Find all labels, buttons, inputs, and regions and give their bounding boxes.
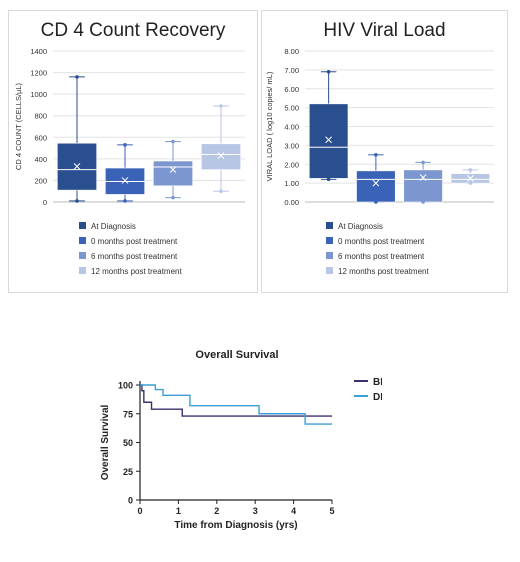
x-tick-label: 5 — [329, 506, 334, 516]
box-outlier-point — [374, 153, 378, 157]
y-tick-label: 0 — [128, 496, 133, 506]
box-outlier-point — [326, 177, 331, 182]
box-mean-marker — [169, 166, 177, 173]
y-tick-label: 75 — [123, 409, 133, 419]
legend-swatch — [79, 237, 86, 244]
y-tick-label: 800 — [34, 112, 47, 121]
y-axis-label: Overall Survival — [100, 404, 111, 480]
y-tick-label: 5.00 — [284, 104, 299, 113]
y-tick-label: 0 — [43, 198, 47, 207]
y-tick-label: 1.00 — [284, 179, 299, 188]
y-tick-label: 4.00 — [284, 123, 299, 132]
box-outlier-point — [468, 168, 473, 172]
survival-chart: Overall Survival 0 25 50 75 100 0 1 2 3 4 5 Time fro… — [100, 349, 382, 531]
box-mean-marker — [217, 152, 225, 159]
y-tick-label: 25 — [123, 467, 133, 477]
box-outlier-point — [75, 199, 79, 203]
legend-label: BL — [373, 377, 382, 388]
box-outlier-point — [219, 189, 223, 194]
box-outlier-point — [171, 139, 175, 144]
x-tick-label: 1 — [176, 506, 181, 516]
box-outlier-point — [468, 181, 473, 185]
box-outlier-point — [374, 200, 378, 204]
cd4-chart: 0 200 400 600 800 1000 1200 1400 CD 4 COUNT (CEL… — [14, 47, 245, 276]
box-outlier-point — [421, 200, 425, 204]
y-tick-label: 8.00 — [284, 47, 299, 56]
legend-swatch — [326, 252, 333, 259]
legend-label: 6 months post treatment — [338, 252, 425, 261]
box-outlier-point — [219, 104, 223, 108]
x-axis-label: Time from Diagnosis (yrs) — [174, 520, 297, 531]
y-tick-label: 100 — [118, 381, 133, 391]
y-tick-label: 3.00 — [284, 141, 299, 150]
box-3 — [153, 160, 193, 187]
legend-label: DLBCL — [373, 392, 382, 403]
legend-swatch — [79, 252, 86, 259]
legend-swatch — [326, 237, 333, 244]
y-tick-label: 6.00 — [284, 85, 299, 94]
box-mean-marker — [419, 174, 427, 181]
box-2 — [356, 170, 396, 203]
y-tick-label: 200 — [34, 176, 47, 185]
legend-label: 6 months post treatment — [91, 252, 178, 261]
box-outlier-point — [421, 160, 425, 165]
y-tick-label: 400 — [34, 155, 47, 164]
legend-label: 12 months post treatment — [338, 267, 429, 276]
box-4 — [201, 143, 241, 170]
y-tick-label: 1400 — [30, 47, 47, 56]
cd4-chart-title: CD 4 Count Recovery — [40, 20, 226, 41]
y-axis-label: CD 4 COUNT (CELLS/µL) — [14, 82, 23, 170]
x-tick-label: 4 — [291, 506, 296, 516]
box-mean-marker — [372, 179, 380, 187]
box-outlier-point — [75, 75, 79, 79]
box-mean-marker — [325, 136, 332, 144]
survival-curve-bl — [140, 384, 332, 417]
x-tick-label: 0 — [137, 506, 142, 516]
box-mean-marker — [73, 163, 81, 170]
legend-label: At Diagnosis — [338, 222, 383, 231]
y-tick-label: 0.00 — [284, 198, 299, 207]
viral-load-chart-panel: HIV Viral Load 0.00 1.00 2.00 3.00 4.00 5.00 6… — [261, 10, 508, 293]
cd4-chart-panel: CD 4 Count Recovery 0 200 400 600 800 1000 120… — [8, 10, 258, 293]
box-outlier-point — [123, 199, 127, 203]
box-mean-marker — [467, 175, 474, 182]
viral-load-chart: 0.00 1.00 2.00 3.00 4.00 5.00 6.00 7.00 8.00 VIRA… — [265, 47, 494, 276]
legend-label: 0 months post treatment — [338, 237, 425, 246]
y-tick-label: 1000 — [30, 90, 47, 99]
box-3 — [403, 169, 443, 203]
x-tick-label: 3 — [253, 506, 258, 516]
box-1 — [308, 103, 349, 179]
survival-chart-title: Overall Survival — [195, 349, 278, 361]
box-outlier-point — [123, 143, 127, 147]
legend-swatch — [326, 222, 333, 229]
survival-curve-dlbcl — [140, 384, 332, 425]
y-tick-label: 600 — [34, 133, 47, 142]
legend-label: 0 months post treatment — [91, 237, 178, 246]
y-tick-label: 1200 — [30, 69, 47, 78]
y-tick-label: 2.00 — [284, 160, 299, 169]
y-axis-label: VIRAL LOAD ( log10 copies/ mL) — [265, 71, 274, 181]
x-tick-label: 2 — [214, 506, 219, 516]
viral-load-chart-title: HIV Viral Load — [323, 20, 446, 41]
box-outlier-point — [326, 69, 331, 74]
legend-swatch — [79, 222, 86, 229]
legend-label: At Diagnosis — [91, 222, 136, 231]
legend-swatch — [79, 267, 86, 274]
legend-label: 12 months post treatment — [91, 267, 182, 276]
y-tick-label: 50 — [123, 438, 133, 448]
legend-swatch — [326, 267, 333, 274]
box-mean-marker — [121, 177, 129, 184]
y-tick-label: 7.00 — [284, 66, 299, 75]
box-outlier-point — [171, 195, 175, 200]
